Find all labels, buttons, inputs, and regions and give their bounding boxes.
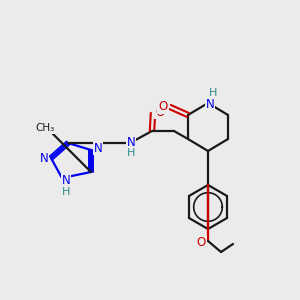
Text: N: N [61, 175, 70, 188]
Text: O: O [155, 106, 165, 118]
Text: H: H [209, 88, 217, 98]
Text: N: N [94, 142, 102, 154]
Text: N: N [127, 136, 135, 148]
Text: O: O [196, 236, 206, 248]
Text: H: H [62, 187, 70, 197]
Text: H: H [127, 148, 135, 158]
Text: O: O [158, 100, 168, 113]
Text: CH₃: CH₃ [35, 123, 55, 133]
Text: N: N [40, 152, 48, 164]
Text: N: N [206, 98, 214, 110]
